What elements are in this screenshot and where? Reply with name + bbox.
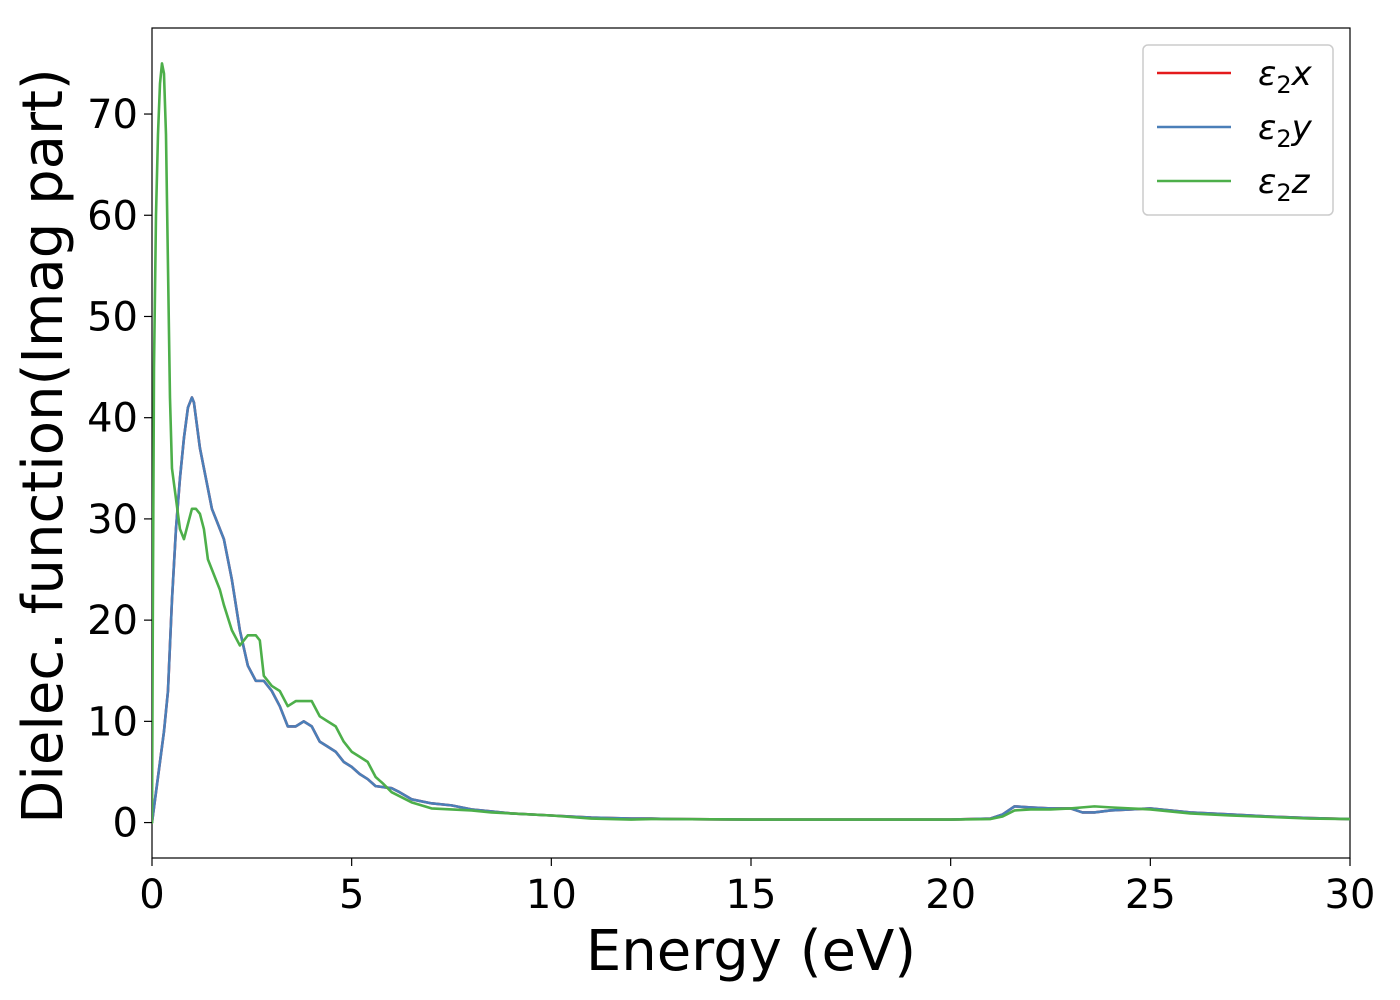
y-tick-label: 70 (87, 92, 138, 138)
y-tick-label: 20 (87, 598, 138, 644)
legend-label-y: ε2y (1258, 108, 1313, 153)
legend-label-subscript: 2 (1276, 71, 1291, 99)
y-tick-label: 50 (87, 294, 138, 340)
series-line-x (152, 396, 1350, 824)
legend-label-suffix: z (1291, 162, 1311, 202)
legend-box (1142, 44, 1334, 216)
legend-label-z: ε2z (1258, 162, 1311, 207)
x-axis-title: Energy (eV) (586, 919, 916, 984)
y-tick-label: 10 (87, 699, 138, 745)
x-tick-label: 20 (925, 872, 976, 918)
y-tick-label: 0 (113, 801, 138, 847)
legend-label-x: ε2x (1258, 54, 1313, 99)
legend-label-subscript: 2 (1276, 179, 1291, 207)
y-tick-label: 60 (87, 193, 138, 239)
x-tick-label: 30 (1325, 872, 1376, 918)
x-tick-label: 10 (526, 872, 577, 918)
x-tick-label: 5 (339, 872, 364, 918)
series-layer (152, 62, 1350, 824)
y-axis-ticks: 0 10 20 30 40 50 60 70 (87, 92, 152, 847)
legend-label-base: ε (1258, 54, 1276, 94)
series-line-y (152, 396, 1350, 824)
legend-label-subscript: 2 (1276, 125, 1291, 153)
x-tick-label: 25 (1125, 872, 1176, 918)
legend-label-suffix: y (1291, 108, 1313, 148)
x-tick-label: 15 (726, 872, 777, 918)
y-axis-title: Dielec. function(Imag part) (11, 68, 76, 824)
x-tick-label: 0 (139, 872, 164, 918)
y-tick-label: 30 (87, 497, 138, 543)
series-line-z (152, 62, 1350, 824)
legend-label-base: ε (1258, 162, 1276, 202)
x-axis-ticks: 0 5 10 15 20 25 30 (139, 858, 1375, 918)
legend-label-suffix: x (1291, 54, 1313, 94)
y-tick-label: 40 (87, 396, 138, 442)
legend-label-base: ε (1258, 108, 1276, 148)
